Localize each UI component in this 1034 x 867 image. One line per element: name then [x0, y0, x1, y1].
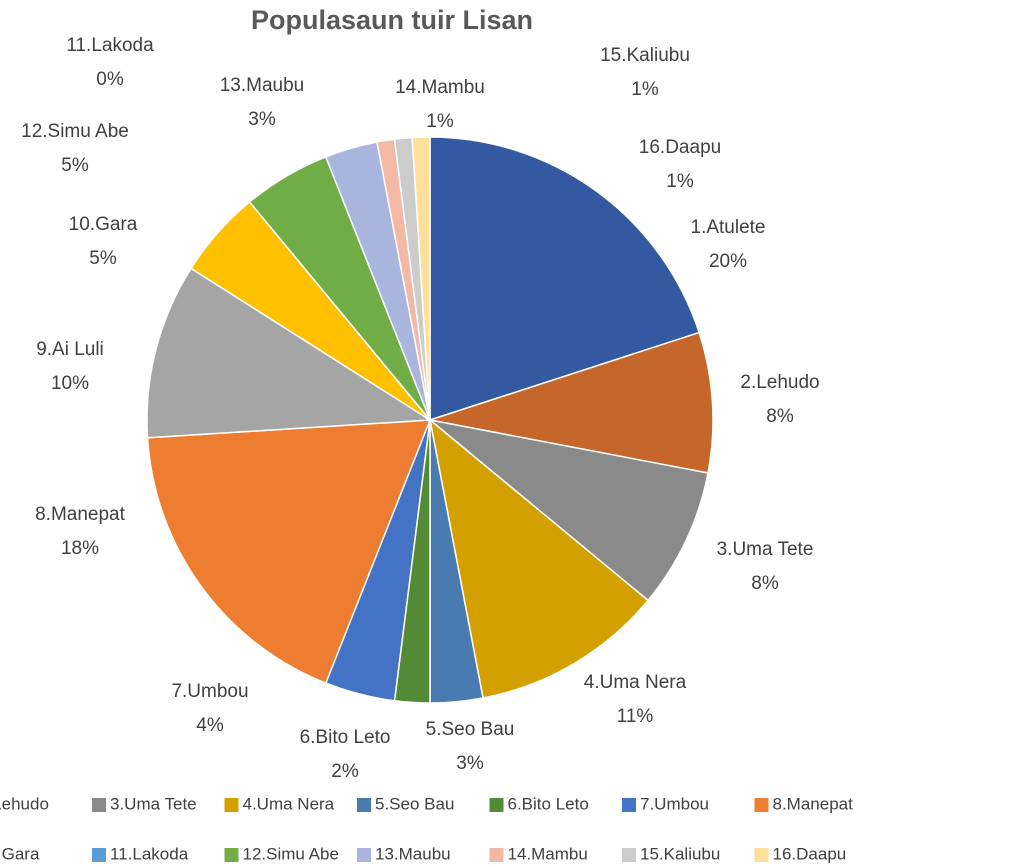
slice-label-value: 3% [456, 753, 484, 774]
slice-label-name: 10.Gara [69, 214, 138, 235]
legend-label: 7.Umbou [640, 794, 709, 813]
slice-label-name: 5.Seo Bau [426, 719, 515, 740]
slice-label-value: 20% [709, 251, 747, 272]
slice-label-value: 3% [248, 109, 276, 130]
legend-label: 13.Maubu [375, 844, 451, 863]
legend-swatch [754, 798, 769, 812]
legend-label: 8.Manepat [773, 794, 854, 813]
legend-swatch [224, 798, 239, 812]
chart-title: Populasaun tuir Lisan [251, 5, 533, 35]
legend-swatch [224, 848, 239, 862]
legend-label: 10.Gara [0, 844, 40, 863]
slice-label-name: 6.Bito Leto [300, 727, 391, 748]
pie-slice [411, 136, 431, 421]
slice-label-value: 1% [426, 111, 454, 132]
legend-swatch [357, 848, 371, 862]
pie-slice [146, 267, 433, 439]
slice-label-value: 18% [61, 538, 99, 559]
slice-label-value: 0% [96, 69, 124, 90]
slice-label-value: 2% [331, 761, 359, 782]
legend-swatch [622, 798, 636, 812]
legend-label: 3.Uma Tete [110, 794, 197, 813]
slice-label-name: 7.Umbou [171, 681, 248, 702]
pie-slice [429, 419, 709, 602]
slice-label-value: 11% [617, 706, 654, 727]
slice-label-name: 15.Kaliubu [600, 45, 690, 66]
slice-label-name: 11.Lakoda [66, 35, 154, 56]
slice-label-name: 14.Mambu [395, 77, 485, 98]
slice-label-name: 13.Maubu [220, 75, 305, 96]
legend-label: 16.Daapu [773, 844, 847, 863]
slice-label-name: 4.Uma Nera [584, 672, 687, 693]
slice-label-name: 8.Manepat [35, 504, 126, 525]
slice-label-value: 1% [666, 171, 694, 192]
legend-label: 14.Mambu [508, 844, 588, 863]
slice-label-name: 2.Lehudo [740, 372, 819, 393]
slice-label-value: 4% [196, 715, 224, 736]
legend-swatch [357, 798, 371, 812]
legend-swatch [622, 848, 636, 862]
legend-label: 5.Seo Bau [375, 794, 454, 813]
slice-label-value: 10% [51, 373, 89, 394]
legend-swatch [92, 798, 106, 812]
slice-label-value: 8% [751, 573, 779, 594]
pie-slice [146, 419, 432, 685]
slice-label-value: 8% [766, 406, 794, 427]
legend-label: 4.Uma Nera [243, 794, 335, 813]
slice-label-name: 12.Simu Abe [21, 121, 129, 142]
slice-label-value: 1% [631, 79, 659, 100]
pie-slice [429, 136, 701, 422]
slice-label-name: 1.Atulete [691, 217, 766, 238]
legend-label: 11.Lakoda [110, 844, 189, 863]
legend-label: 6.Bito Leto [508, 794, 589, 813]
pie-slice [428, 418, 650, 699]
legend-swatch [489, 848, 504, 862]
legend-label: 15.Kaliubu [640, 844, 720, 863]
pie-slice [429, 331, 714, 474]
slice-label-value: 5% [61, 155, 89, 176]
legend-label: 2.Lehudo [0, 794, 49, 813]
slice-label-name: 16.Daapu [639, 137, 721, 158]
legend-swatch [92, 848, 106, 862]
legend-swatch [489, 798, 504, 812]
legend-swatch [754, 848, 769, 862]
legend-label: 12.Simu Abe [243, 844, 339, 863]
slice-label-name: 9.Ai Luli [36, 339, 104, 360]
slice-label-value: 5% [89, 248, 117, 269]
slice-label-name: 3.Uma Tete [717, 539, 814, 560]
